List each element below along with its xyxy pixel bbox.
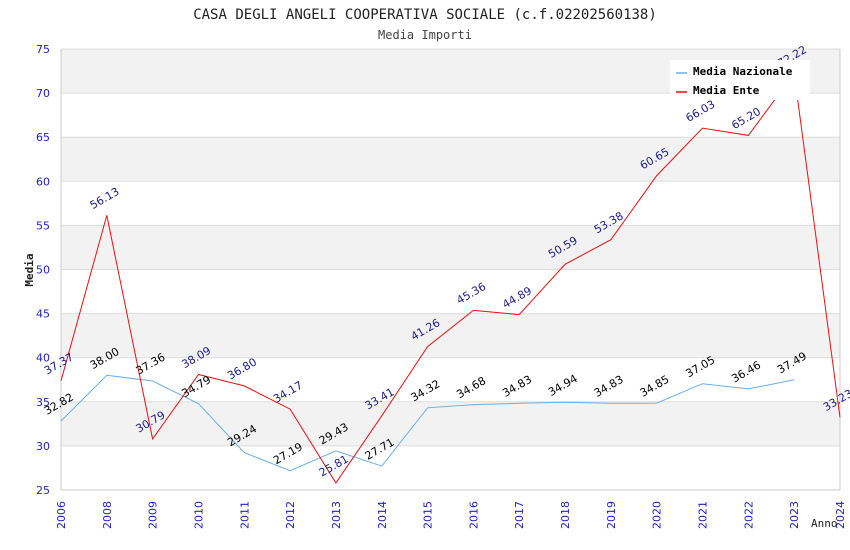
plot-band <box>61 137 840 182</box>
y-tick-label: 40 <box>36 352 50 365</box>
chart-subtitle: Media Importi <box>378 28 472 42</box>
x-axis-label: Anno <box>811 517 838 530</box>
plot-background <box>61 49 840 490</box>
plot-band <box>61 357 840 402</box>
y-tick-label: 45 <box>36 308 50 321</box>
x-tick-label: 2014 <box>376 501 389 529</box>
y-tick-label: 50 <box>36 264 50 277</box>
legend-label-media-nazionale: Media Nazionale <box>693 65 793 78</box>
x-tick-label: 2006 <box>55 501 68 529</box>
x-tick-label: 2023 <box>788 501 801 529</box>
plot-band <box>61 181 840 226</box>
y-tick-label: 75 <box>36 43 50 56</box>
plot-band <box>61 313 840 358</box>
x-tick-label: 2011 <box>238 501 251 529</box>
plot-band <box>61 269 840 314</box>
x-tick-label: 2018 <box>559 501 572 529</box>
legend-label-media-ente: Media Ente <box>693 84 760 97</box>
x-tick-label: 2013 <box>330 501 343 529</box>
plot-band <box>61 93 840 138</box>
x-tick-label: 2015 <box>422 501 435 529</box>
x-axis-ticks: 2006 2008 2009 2010 2011 2012 2013 2014 2015 2016… <box>55 501 847 529</box>
grid-lines <box>60 48 841 491</box>
y-tick-label: 65 <box>36 131 50 144</box>
series-lines <box>60 72 841 484</box>
x-tick-label: 2016 <box>467 501 480 529</box>
x-tick-label: 2017 <box>513 501 526 529</box>
y-axis-ticks: 25 30 35 40 45 50 55 60 65 70 75 <box>36 43 50 497</box>
y-axis-label: Media <box>23 253 36 286</box>
legend: Media Nazionale Media Ente <box>670 60 810 100</box>
plot-band <box>61 225 840 270</box>
y-tick-label: 25 <box>36 484 50 497</box>
plot-band <box>61 401 840 446</box>
y-tick-label: 55 <box>36 219 50 232</box>
x-tick-label: 2008 <box>101 501 114 529</box>
y-tick-label: 30 <box>36 440 50 453</box>
x-tick-label: 2010 <box>192 501 205 529</box>
x-tick-label: 2012 <box>284 501 297 529</box>
y-tick-label: 35 <box>36 396 50 409</box>
y-tick-label: 60 <box>36 175 50 188</box>
x-tick-label: 2019 <box>605 501 618 529</box>
plot-band <box>61 445 840 490</box>
chart-title: CASA DEGLI ANGELI COOPERATIVA SOCIALE (c… <box>193 7 657 23</box>
y-tick-label: 70 <box>36 87 50 100</box>
x-tick-label: 2021 <box>697 501 710 529</box>
x-tick-label: 2009 <box>147 501 160 529</box>
legend-box <box>670 60 810 100</box>
x-tick-label: 2022 <box>742 501 755 529</box>
series-line-media-ente <box>60 72 841 484</box>
x-tick-label: 2020 <box>651 501 664 529</box>
x-tick-label: 2024 <box>834 501 847 529</box>
